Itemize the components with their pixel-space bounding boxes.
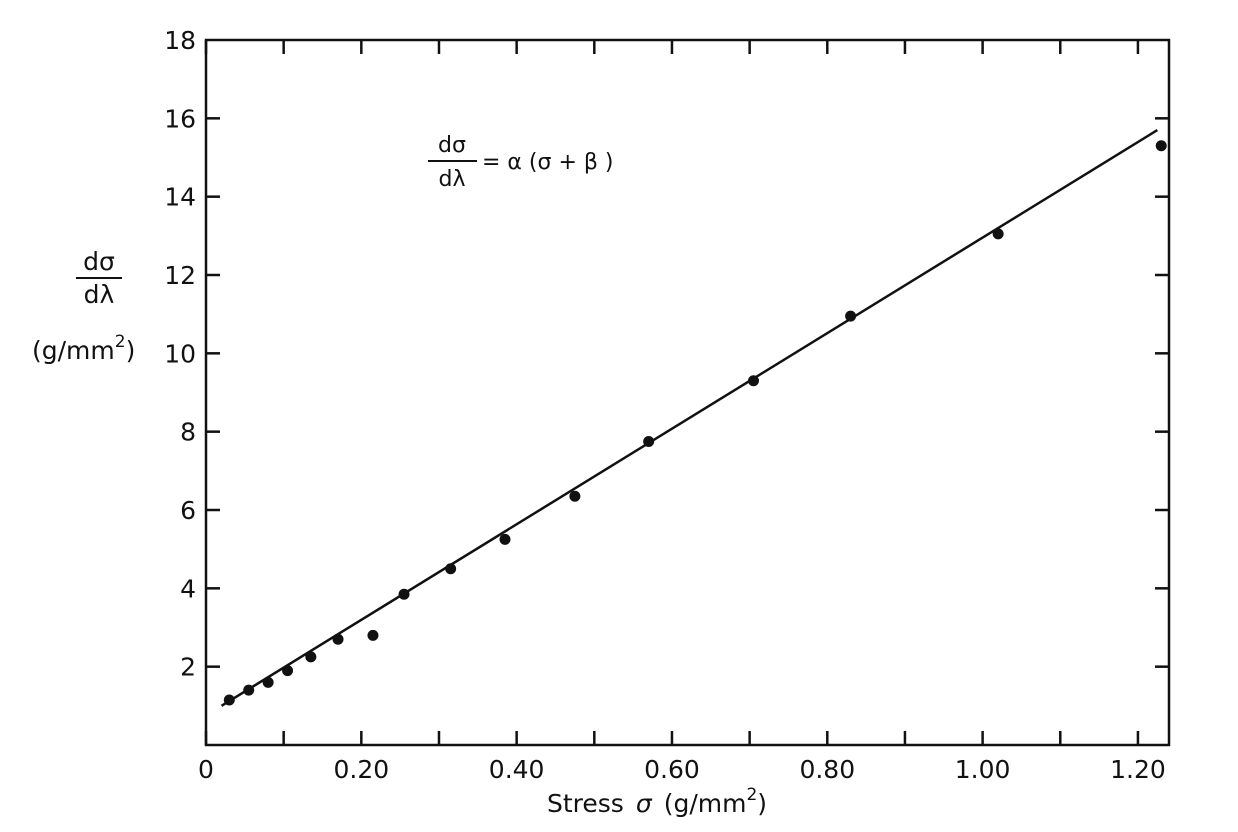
x-label-main: Stress [547,789,624,818]
axis-ticks [204,40,1169,745]
data-point-13 [845,310,857,322]
y-tick-label-7: 16 [164,104,196,133]
data-point-3 [282,665,294,677]
y-label-unit: (g/mm2) [32,332,135,365]
equation-lhs-numerator: dσ [438,133,466,158]
data-point-9 [499,533,511,545]
x-axis-label: Stress σ (g/mm2) [547,785,767,818]
x-tick-labels: 0 0.20 0.40 0.60 0.80 1.00 1.20 [198,755,1166,784]
x-label-symbol: σ [636,789,653,818]
data-points [223,140,1167,706]
equation-rhs: = α (σ + β ) [482,150,613,175]
fit-line [220,129,1159,707]
y-label-denominator: dλ [84,280,115,309]
y-label-unit-close: ) [126,336,136,365]
x-label-text: Stress σ (g/mm2) [547,785,767,818]
y-label-unit-base: (g/mm [32,336,115,365]
y-tick-label-2: 6 [180,496,196,525]
x-tick-label-5: 1.00 [955,755,1011,784]
y-label-unit-exponent: 2 [115,332,126,352]
x-tick-label-2: 0.40 [489,755,545,784]
data-point-12 [748,375,760,387]
x-tick-label-6: 1.20 [1110,755,1166,784]
x-tick-label-3: 0.60 [644,755,700,784]
x-tick-label-0: 0 [198,755,214,784]
data-point-14 [992,228,1004,240]
y-tick-label-3: 8 [180,418,196,447]
y-tick-label-1: 4 [180,574,196,603]
plot-frame [204,38,1171,747]
y-tick-labels: 2 4 6 8 10 12 14 16 18 [164,26,196,682]
data-point-4 [305,651,317,663]
data-point-5 [332,633,344,645]
data-point-0 [223,694,235,706]
data-point-1 [243,684,255,696]
y-tick-label-8: 18 [164,26,196,55]
data-point-6 [367,629,379,641]
y-tick-label-0: 2 [180,653,196,682]
x-tick-label-4: 0.80 [799,755,855,784]
x-label-unit-close: ) [757,789,767,818]
y-tick-label-5: 12 [164,261,196,290]
y-tick-label-4: 10 [164,339,196,368]
data-point-10 [569,490,581,502]
data-point-11 [643,435,655,447]
equation-annotation: dσ dλ = α (σ + β ) [428,133,613,192]
x-label-unit-exponent: 2 [746,785,757,805]
x-label-unit-base: (g/mm [664,789,747,818]
data-point-2 [262,676,274,688]
data-point-8 [445,563,457,575]
fit-line-group [220,129,1159,707]
y-axis-label: dσ dλ (g/mm2) [32,247,135,365]
data-point-7 [398,588,410,600]
y-tick-label-6: 14 [164,183,196,212]
y-label-numerator: dσ [83,247,115,276]
x-tick-label-1: 0.20 [333,755,389,784]
data-point-15 [1155,140,1167,152]
equation-lhs-denominator: dλ [439,167,466,192]
